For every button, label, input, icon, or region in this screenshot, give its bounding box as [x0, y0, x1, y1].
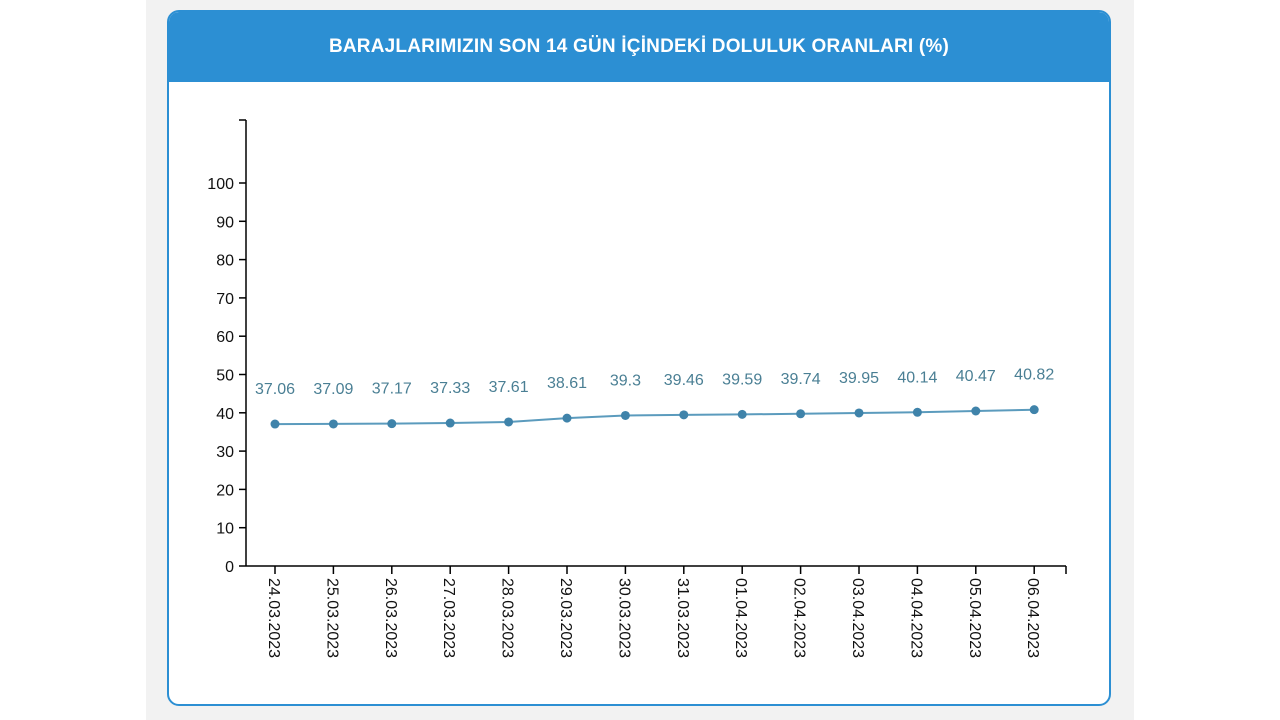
data-point [854, 408, 864, 418]
data-label: 37.06 [255, 381, 295, 398]
data-point [328, 419, 338, 429]
y-tick-label: 20 [216, 482, 234, 499]
x-tick-label: 31.03.2023 [674, 578, 691, 658]
x-tick-label: 30.03.2023 [615, 578, 632, 658]
y-tick-label: 40 [216, 406, 234, 423]
data-label: 40.47 [956, 368, 996, 385]
data-label: 37.33 [430, 380, 470, 397]
x-tick-label: 25.03.2023 [323, 578, 340, 658]
data-point [445, 418, 455, 428]
data-label: 39.46 [664, 372, 704, 389]
data-label: 38.61 [547, 375, 587, 392]
y-tick-label: 30 [216, 444, 234, 461]
data-point [1029, 405, 1039, 415]
data-point [620, 410, 630, 420]
data-point [912, 407, 922, 417]
data-label: 40.82 [1014, 367, 1054, 384]
data-label: 39.3 [610, 372, 641, 389]
data-point [737, 409, 747, 419]
data-point [971, 406, 981, 416]
x-tick-label: 28.03.2023 [499, 578, 516, 658]
y-tick-label: 70 [216, 291, 234, 308]
x-tick-label: 02.04.2023 [791, 578, 808, 658]
y-tick-label: 90 [216, 214, 234, 231]
data-label: 39.59 [722, 371, 762, 388]
y-tick-label: 80 [216, 253, 234, 270]
data-point [270, 419, 280, 429]
y-tick-label: 100 [207, 176, 234, 193]
x-tick-label: 27.03.2023 [440, 578, 457, 658]
chart-card: BARAJLARIMIZIN SON 14 GÜN İÇİNDEKİ DOLUL… [167, 10, 1111, 706]
data-label: 37.61 [489, 379, 529, 396]
x-tick-label: 04.04.2023 [907, 578, 924, 658]
x-tick-label: 24.03.2023 [265, 578, 282, 658]
chart-title: BARAJLARIMIZIN SON 14 GÜN İÇİNDEKİ DOLUL… [328, 36, 950, 57]
x-tick-label: 06.04.2023 [1024, 578, 1041, 658]
x-tick-label: 03.04.2023 [849, 578, 866, 658]
data-label: 37.17 [372, 381, 412, 398]
y-tick-label: 0 [225, 559, 234, 576]
data-point [679, 410, 689, 420]
y-tick-label: 50 [216, 368, 234, 385]
data-point [562, 413, 572, 423]
data-point [504, 417, 514, 427]
y-tick-label: 60 [216, 329, 234, 346]
card-header: BARAJLARIMIZIN SON 14 GÜN İÇİNDEKİ DOLUL… [169, 12, 1109, 82]
data-label: 37.09 [313, 381, 353, 398]
y-tick-label: 10 [216, 521, 234, 538]
x-tick-label: 05.04.2023 [966, 578, 983, 658]
data-point [387, 419, 397, 429]
x-tick-label: 26.03.2023 [382, 578, 399, 658]
x-tick-label: 29.03.2023 [557, 578, 574, 658]
data-point [796, 409, 806, 419]
data-label: 39.95 [839, 370, 879, 387]
data-label: 39.74 [781, 371, 821, 388]
data-label: 40.14 [897, 369, 937, 386]
x-tick-label: 01.04.2023 [732, 578, 749, 658]
series-line [274, 408, 1035, 426]
